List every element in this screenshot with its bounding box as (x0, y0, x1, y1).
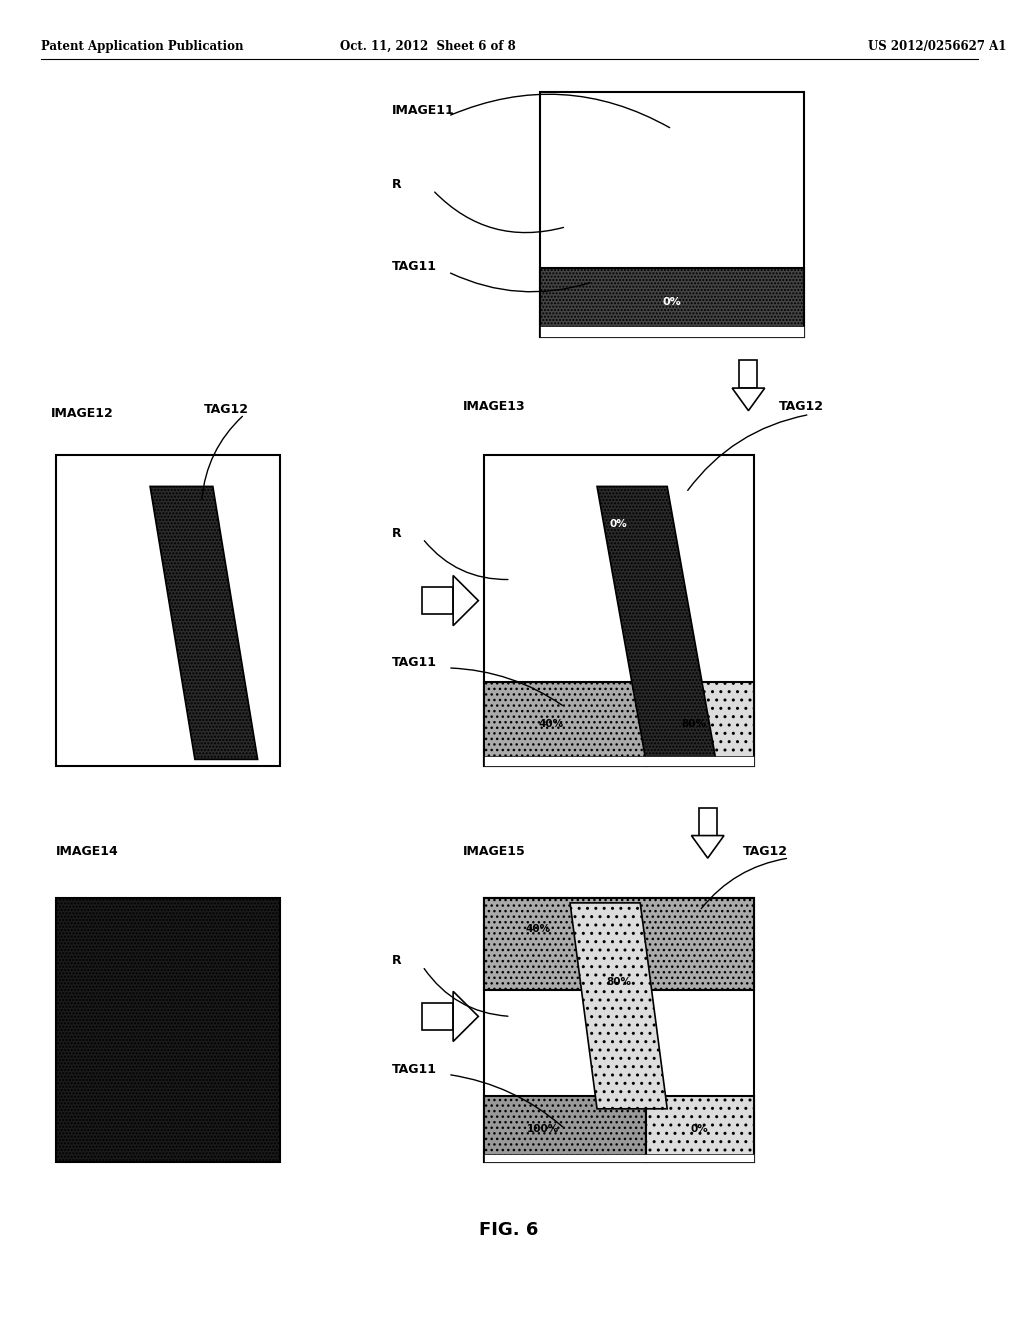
Text: 80%: 80% (606, 977, 631, 987)
Bar (483, 755, 754, 766)
Text: 40%: 40% (539, 718, 564, 729)
Text: R: R (392, 954, 401, 968)
Bar (540, 92, 805, 337)
Text: 80%: 80% (682, 718, 707, 729)
Polygon shape (597, 487, 716, 759)
Text: 100%: 100% (527, 1123, 559, 1134)
Text: IMAGE12: IMAGE12 (51, 407, 114, 420)
Bar (645, 682, 754, 766)
Text: Patent Application Publication: Patent Application Publication (41, 40, 244, 53)
Bar (540, 268, 805, 337)
FancyBboxPatch shape (698, 808, 717, 836)
Polygon shape (732, 388, 765, 411)
Text: IMAGE11: IMAGE11 (392, 104, 455, 117)
Text: TAG11: TAG11 (392, 260, 437, 273)
Bar (483, 682, 645, 766)
Polygon shape (454, 991, 478, 1041)
FancyBboxPatch shape (739, 360, 758, 388)
Text: 0%: 0% (663, 297, 681, 308)
Text: Oct. 11, 2012  Sheet 6 of 8: Oct. 11, 2012 Sheet 6 of 8 (340, 40, 515, 53)
Text: TAG12: TAG12 (204, 403, 249, 416)
Text: IMAGE13: IMAGE13 (463, 400, 526, 413)
Bar (56, 455, 280, 766)
Text: IMAGE15: IMAGE15 (463, 845, 526, 858)
Text: TAG11: TAG11 (392, 656, 437, 669)
Text: 0%: 0% (691, 1123, 709, 1134)
Polygon shape (454, 576, 478, 626)
Bar (56, 898, 280, 1162)
Polygon shape (570, 903, 668, 1109)
Text: R: R (392, 527, 401, 540)
FancyBboxPatch shape (422, 1003, 454, 1030)
Bar (540, 326, 805, 337)
Bar (645, 1096, 754, 1162)
Text: US 2012/0256627 A1: US 2012/0256627 A1 (867, 40, 1006, 53)
Text: TAG11: TAG11 (392, 1063, 437, 1076)
Text: FIG. 6: FIG. 6 (479, 1221, 539, 1239)
Text: IMAGE14: IMAGE14 (56, 845, 119, 858)
Bar (483, 1154, 754, 1162)
Polygon shape (691, 836, 724, 858)
Text: TAG12: TAG12 (779, 400, 824, 413)
FancyBboxPatch shape (422, 587, 454, 614)
Text: TAG12: TAG12 (743, 845, 788, 858)
Text: 40%: 40% (525, 924, 550, 935)
Text: R: R (392, 178, 401, 191)
Bar (483, 1096, 645, 1162)
Bar (483, 898, 754, 1162)
Text: 0%: 0% (609, 519, 628, 528)
Bar (483, 455, 754, 766)
Bar (483, 898, 754, 990)
Polygon shape (151, 487, 258, 759)
